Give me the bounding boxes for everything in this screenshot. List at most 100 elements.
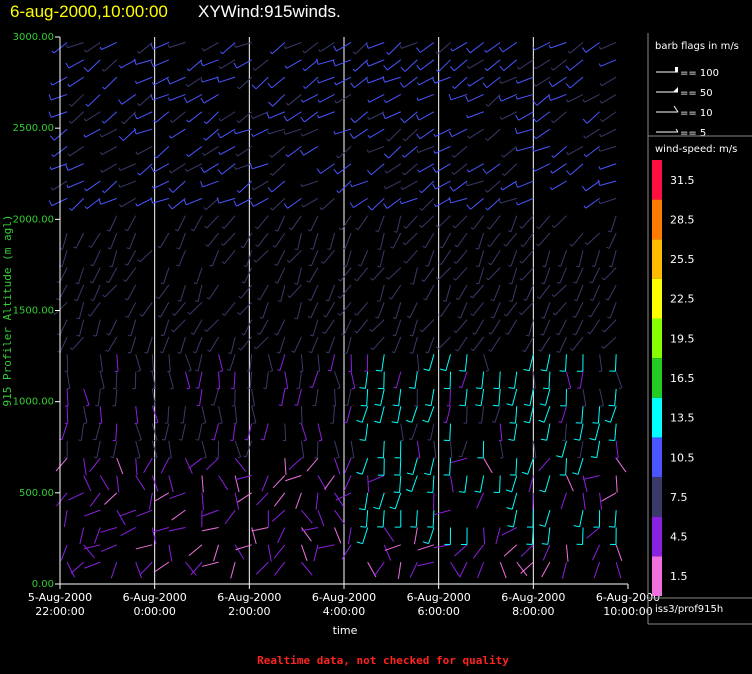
- barb-shaft: [153, 180, 170, 189]
- barb-feather-half: [236, 120, 240, 124]
- wind-barb: [314, 440, 319, 459]
- barb-shaft: [196, 267, 203, 284]
- barb-feather-half: [606, 246, 610, 249]
- wind-barb: [608, 510, 617, 528]
- wind-barb: [392, 388, 402, 407]
- barb-feather-full: [448, 131, 453, 137]
- wind-barb: [366, 145, 385, 153]
- barb-shaft: [59, 319, 68, 336]
- barb-shaft: [247, 423, 253, 441]
- wind-barb: [295, 492, 302, 510]
- wind-barb: [342, 232, 352, 250]
- barb-feather-half: [486, 226, 490, 230]
- wind-barb: [334, 492, 345, 508]
- wind-barb: [100, 145, 118, 156]
- barb-shaft: [313, 544, 319, 562]
- barb-shaft: [130, 319, 137, 337]
- wind-barb: [259, 302, 269, 319]
- wind-barb: [416, 59, 435, 71]
- barb-shaft: [543, 302, 551, 319]
- barb-feather-half: [203, 137, 207, 141]
- barb-shaft: [384, 544, 401, 551]
- wind-barb: [255, 561, 269, 575]
- barb-shaft: [50, 93, 68, 101]
- barb-feather-full: [392, 404, 399, 407]
- wind-barb: [485, 197, 501, 211]
- wind-barb: [433, 128, 451, 137]
- barb-shaft: [451, 128, 468, 138]
- barb-shaft: [596, 440, 601, 458]
- barb-feather-half: [194, 300, 199, 302]
- barb-shaft: [532, 371, 536, 389]
- wind-barb: [99, 475, 110, 491]
- barb-shaft: [265, 371, 269, 389]
- barb-shaft: [553, 146, 567, 158]
- wind-barb: [443, 406, 451, 424]
- barb-feather-half: [234, 130, 236, 134]
- wind-barb: [367, 561, 377, 578]
- barb-shaft: [386, 197, 402, 209]
- barb-feather-full: [333, 168, 338, 175]
- barb-feather-full: [268, 101, 274, 107]
- wind-barb: [470, 215, 485, 230]
- barb-shaft: [368, 76, 385, 84]
- wind-barb: [124, 284, 137, 301]
- wind-barb: [68, 492, 84, 501]
- barb-feather-full: [532, 100, 538, 106]
- barb-shaft: [450, 93, 468, 101]
- barb-shaft: [476, 492, 485, 509]
- barb-shaft: [257, 215, 269, 230]
- wind-barb: [551, 146, 567, 158]
- barb-shaft: [281, 388, 286, 406]
- wind-barb: [409, 319, 418, 337]
- wind-barb: [532, 371, 536, 390]
- barb-feather-half: [294, 317, 298, 320]
- wind-barb: [365, 42, 385, 49]
- barb-feather-half: [102, 190, 105, 194]
- wind-barb: [422, 232, 435, 249]
- wind-barb: [272, 232, 286, 248]
- barb-shaft: [253, 197, 269, 207]
- barb-shaft: [181, 423, 186, 441]
- barb-feather-full: [150, 94, 154, 101]
- barb-feather-half: [443, 421, 447, 424]
- wind-barb: [186, 145, 203, 157]
- barb-shaft: [287, 146, 302, 158]
- wind-barb: [112, 388, 118, 407]
- barb-shaft: [78, 319, 85, 337]
- barb-shaft: [136, 509, 153, 517]
- barb-shaft: [529, 388, 534, 406]
- wind-barb: [417, 544, 435, 551]
- barb-shaft: [235, 163, 252, 170]
- barb-shaft: [110, 561, 118, 579]
- wind-barb: [350, 371, 356, 390]
- wind-barb: [76, 319, 85, 337]
- barb-feather-half: [251, 133, 254, 137]
- barb-feather-half: [102, 294, 106, 298]
- barb-shaft: [434, 128, 451, 137]
- wind-barb: [169, 128, 186, 139]
- barb-shaft: [550, 41, 567, 49]
- wind-barb: [99, 371, 105, 390]
- barb-shaft: [255, 561, 269, 575]
- barb-shaft: [417, 93, 435, 101]
- barb-feather-half: [598, 63, 601, 67]
- wind-barb: [220, 232, 236, 246]
- x-axis-label: time: [333, 624, 358, 637]
- barb-shaft: [353, 197, 368, 208]
- colorbar-tick-label: 31.5: [670, 174, 695, 187]
- barb-shaft: [553, 111, 567, 124]
- barb-feather-half: [135, 151, 138, 155]
- barb-feather-half: [467, 65, 470, 69]
- barb-shaft: [201, 475, 204, 493]
- barb-shaft: [552, 76, 567, 88]
- wind-barb: [455, 284, 468, 301]
- barb-shaft: [565, 354, 567, 372]
- barb-shaft: [435, 163, 451, 173]
- wind-barb: [221, 250, 236, 264]
- barb-feather-half: [499, 80, 502, 84]
- barb-shaft: [453, 59, 468, 72]
- barb-feather-half: [287, 295, 291, 298]
- barb-shaft: [288, 457, 302, 471]
- wind-barb: [556, 267, 567, 284]
